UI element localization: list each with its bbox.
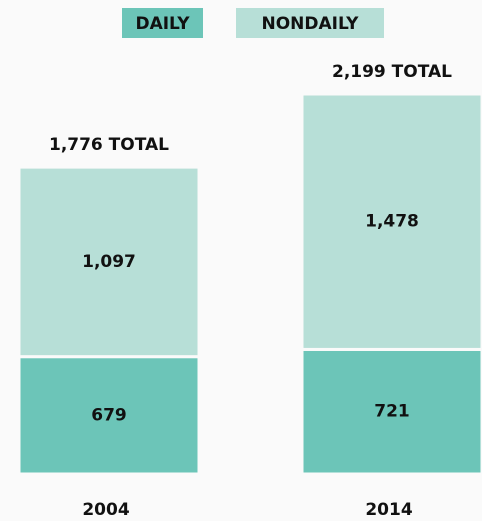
value-label: 679 [91, 405, 127, 425]
x-tick-label: 2004 [82, 500, 129, 520]
bar-segment [17, 165, 201, 359]
legend-swatch [236, 8, 384, 38]
bar-segment [300, 92, 482, 351]
value-label: 1,097 [82, 252, 136, 272]
total-label: 2,199 TOTAL [332, 62, 452, 82]
value-label: 721 [374, 402, 410, 422]
total-label: 1,776 TOTAL [49, 135, 169, 155]
legend-label: DAILY [135, 14, 190, 34]
legend-label: NONDAILY [262, 14, 360, 34]
value-label: 1,478 [365, 212, 419, 232]
bar-segment [17, 355, 201, 476]
x-tick-label: 2014 [365, 500, 412, 520]
legend-swatch [122, 8, 203, 38]
